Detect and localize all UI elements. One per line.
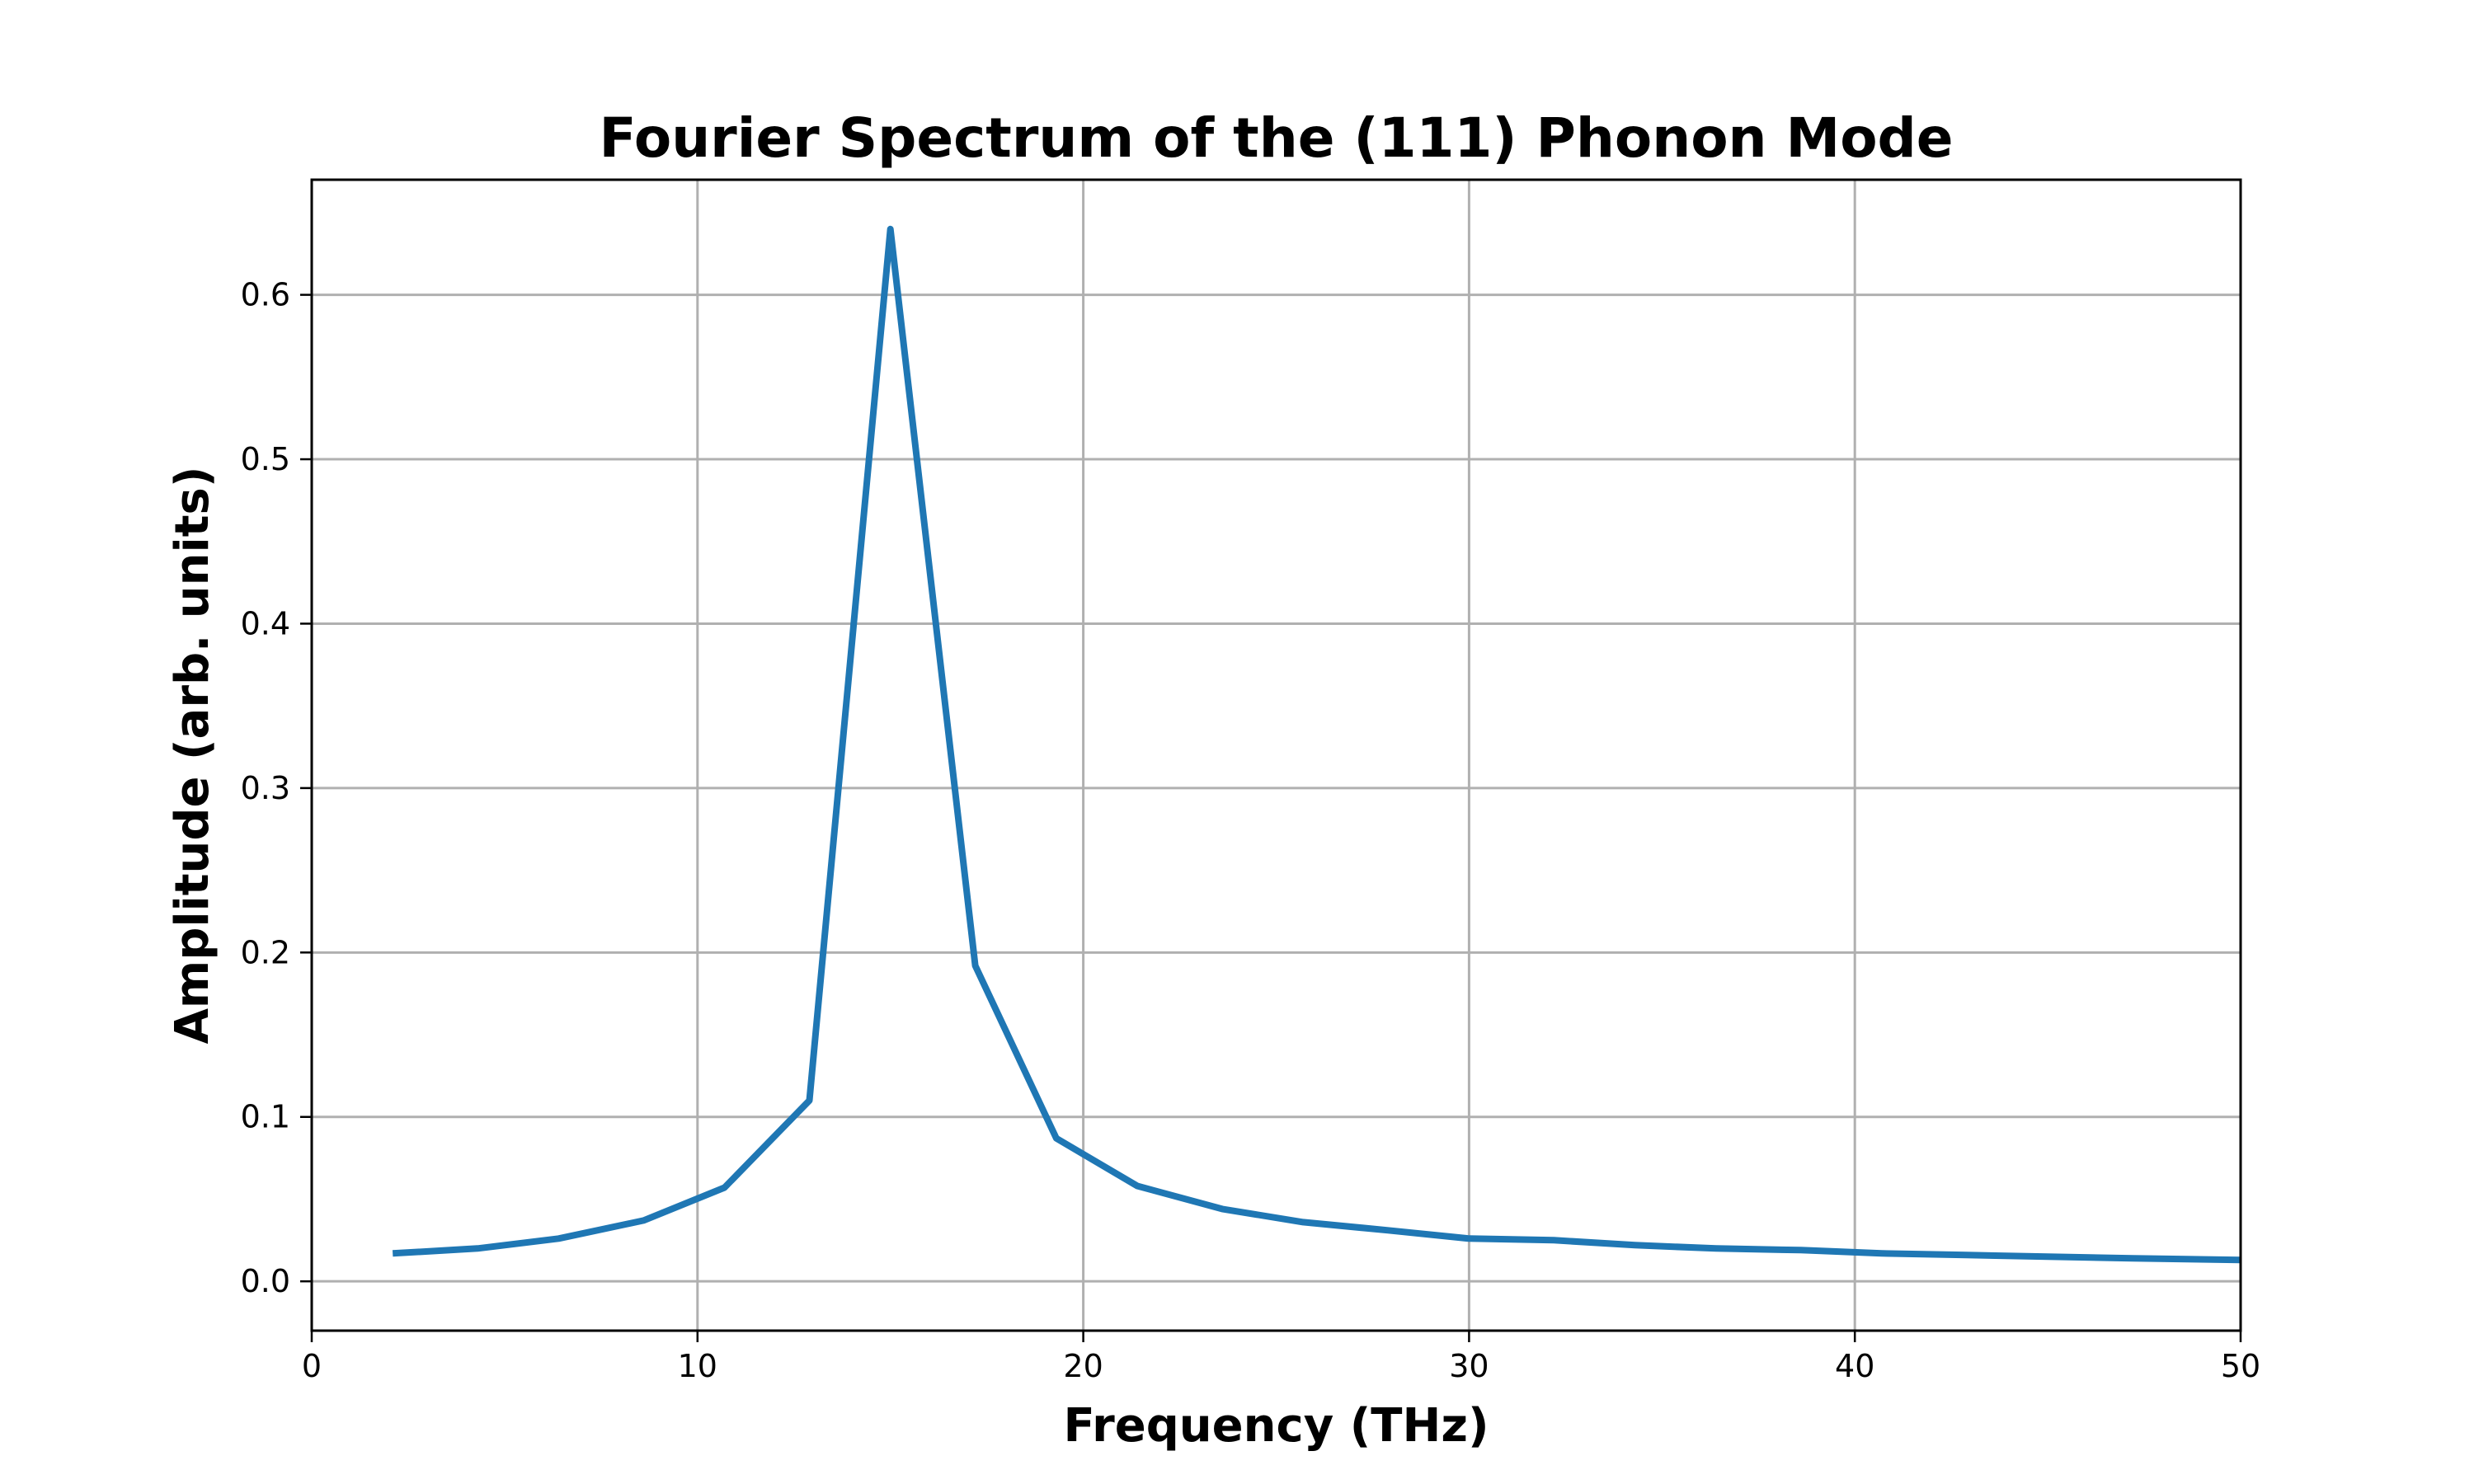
x-tick-label: 10 xyxy=(678,1348,717,1384)
series-layer xyxy=(392,225,2241,1264)
y-axis-label: Amplitude (arb. units) xyxy=(166,467,219,1045)
y-tick-label: 0.3 xyxy=(241,770,290,806)
chart-title: Fourier Spectrum of the (111) Phonon Mod… xyxy=(599,106,1953,170)
y-tick-label: 0.1 xyxy=(241,1099,290,1135)
y-tick-label: 0.4 xyxy=(241,605,290,641)
x-tick-label: 0 xyxy=(302,1348,322,1384)
x-tick-label: 20 xyxy=(1063,1348,1103,1384)
plot-frame xyxy=(310,178,2242,1332)
y-tick-label: 0.0 xyxy=(241,1263,290,1299)
x-tick-label: 30 xyxy=(1449,1348,1489,1384)
x-tick-label: 50 xyxy=(2221,1348,2260,1384)
y-tick-label: 0.5 xyxy=(241,441,290,477)
x-axis-label: Frequency (THz) xyxy=(1063,1399,1489,1453)
y-tick-label: 0.6 xyxy=(241,277,290,313)
y-tick-label: 0.2 xyxy=(241,934,290,970)
x-tick-label: 40 xyxy=(1835,1348,1874,1384)
axis-ticks: 0 10 20 30 40 50 0.0 0.1 0.2 0.3 0.4 0.5 0.6 xyxy=(241,277,2261,1384)
